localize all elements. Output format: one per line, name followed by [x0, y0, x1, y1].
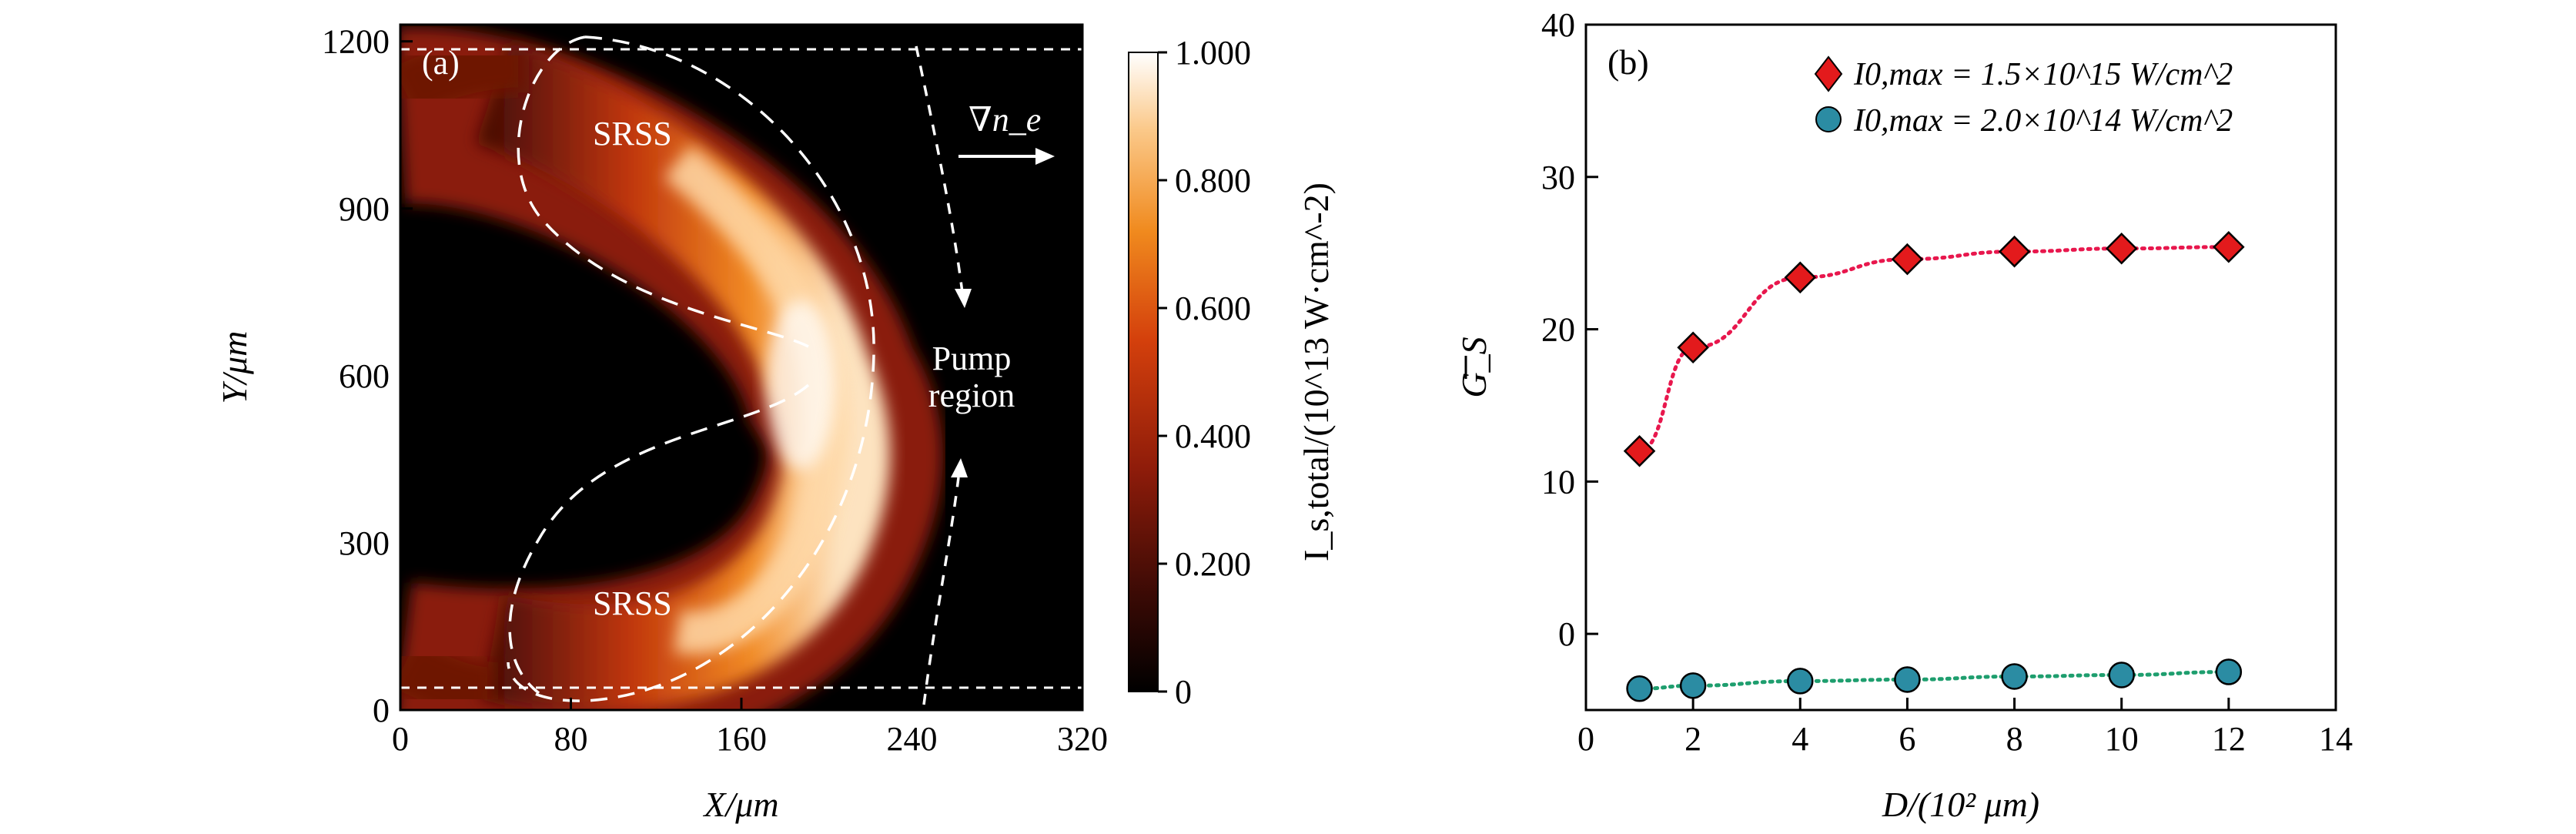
srss-upper-label: SRSS: [593, 115, 672, 152]
heatmap-x-tick-label: 160: [716, 720, 767, 758]
data-point-circle: [1787, 668, 1814, 695]
legend: I0,max = 1.5×10^15 W/cm^2 I0,max = 2.0×1…: [1814, 55, 2233, 139]
data-point-circle: [1679, 672, 1707, 699]
plot-b-y-axis-label-group: G_S: [1454, 337, 1494, 397]
plot-b-y-axis: 0 10 20 30 40: [1541, 6, 1598, 653]
data-point-circle: [1894, 666, 1921, 693]
panel-b: 0 2 4 6 8 10 12 14 0 10 20 30 40 (b) I0,max = 1.5×1…: [1454, 6, 2353, 824]
series-fit-line-1: [1638, 245, 2231, 454]
panel-a-label: (a): [422, 44, 460, 82]
srss-lower-label: SRSS: [593, 584, 672, 622]
heatmap-y-tick-label: 600: [339, 357, 390, 395]
data-point-circle: [2001, 663, 2028, 690]
heatmap-x-tick-label: 80: [554, 720, 588, 758]
plot-b-x-tick-label: 0: [1577, 720, 1594, 758]
srss-upper-tail: [400, 31, 524, 120]
heatmap-y-tick-label: 300: [339, 524, 390, 562]
legend-marker-diamond: [1814, 55, 1843, 92]
colorbar-tick-label: 0.200: [1175, 545, 1251, 583]
pump-region-label-line2: region: [928, 377, 1015, 414]
plot-b-x-tick-label: 14: [2319, 720, 2353, 758]
srss-lower-tail: [400, 635, 494, 710]
colorbar-tick-label: 0: [1175, 673, 1192, 711]
pump-arrow-upper-path: [915, 45, 964, 293]
heatmap-y-tick-label: 900: [339, 190, 390, 228]
plot-b-y-tick-label: 20: [1541, 311, 1575, 349]
outer-boundary-curve: [507, 35, 875, 702]
legend-marker-circle: [1815, 106, 1842, 132]
heatmap-x-tick-label: 0: [392, 720, 409, 758]
colorbar-tick-label: 0.800: [1175, 162, 1251, 199]
plot-b-y-tick-label: 10: [1541, 463, 1575, 501]
panel-a: (a) SRSS SRSS ∇n_e Pump region 0 80 160 240…: [215, 23, 1108, 824]
plot-b-series: [1623, 230, 2245, 702]
colorbar-tick-label: 0.400: [1175, 417, 1251, 455]
pump-arrowhead-up: [951, 458, 968, 477]
plot-b-y-tick-label: 30: [1541, 159, 1575, 196]
heatmap-y-axis: 0 300 600 900 1200: [322, 23, 413, 729]
plot-b-x-axis-label: D/(10² μm): [1882, 785, 2039, 824]
density-gradient-label: ∇n_e: [969, 101, 1041, 139]
lower-inner-boundary: [508, 384, 810, 695]
colorbar-tick-label: 1.000: [1175, 34, 1251, 72]
plot-b-x-tick-label: 12: [2212, 720, 2246, 758]
heatmap-x-axis: 0 80 160 240 320: [392, 698, 1108, 758]
legend-entry-1: I0,max = 1.5×10^15 W/cm^2: [1853, 57, 2233, 92]
plot-b-y-axis-label: G_S: [1454, 337, 1494, 397]
plot-b-x-tick-label: 4: [1791, 720, 1808, 758]
plot-b-x-tick-label: 8: [2006, 720, 2023, 758]
colorbar-label: I_s,total/(10^13 W·cm^-2): [1296, 183, 1336, 561]
pump-arrowhead-down: [955, 289, 972, 308]
plot-b-x-tick-label: 2: [1684, 720, 1701, 758]
data-point-circle: [2108, 662, 2135, 688]
srss-boundary-curves: [507, 35, 964, 705]
data-point-diamond: [1998, 235, 2031, 268]
data-point-diamond: [2213, 230, 2245, 263]
colorbar-gradient: [1128, 52, 1159, 692]
plot-b-y-tick-label: 0: [1558, 615, 1575, 653]
pump-arrow-lower-path: [922, 477, 960, 705]
colorbar: 0 0.200 0.400 0.600 0.800 1.000 I_s,total/(10…: [1128, 34, 1336, 711]
heatmap-y-tick-label: 0: [373, 692, 390, 729]
data-point-diamond: [2105, 232, 2138, 265]
upper-inner-boundary: [517, 35, 809, 348]
heatmap-x-axis-label: X/μm: [702, 785, 778, 824]
data-point-diamond: [1784, 261, 1817, 294]
plot-b-x-axis: 0 2 4 6 8 10 12 14: [1577, 698, 2353, 758]
plot-b-x-tick-label: 10: [2105, 720, 2139, 758]
plot-b-frame: [1584, 23, 2337, 712]
colorbar-tick-label: 0.600: [1175, 290, 1251, 327]
heatmap-y-axis-label: Y/μm: [215, 331, 254, 404]
heatmap-x-tick-label: 240: [887, 720, 938, 758]
data-point-diamond: [1677, 331, 1709, 364]
heatmap-y-tick-label: 1200: [322, 23, 390, 61]
srss-hotspot: [766, 300, 835, 470]
data-point-circle: [1626, 675, 1653, 702]
data-point-circle: [2215, 658, 2243, 685]
panel-b-label: (b): [1607, 42, 1649, 82]
legend-entry-2: I0,max = 2.0×10^14 W/cm^2: [1853, 103, 2233, 139]
data-point-diamond: [1891, 243, 1924, 276]
colorbar-ticks: 0 0.200 0.400 0.600 0.800 1.000: [1158, 34, 1251, 711]
heatmap-x-tick-label: 320: [1057, 720, 1108, 758]
series-fit-line-2: [1638, 670, 2231, 691]
pump-region-label-line1: Pump: [932, 340, 1012, 377]
plot-b-x-tick-label: 6: [1899, 720, 1915, 758]
data-point-diamond: [1623, 435, 1656, 467]
plot-b-y-tick-label: 40: [1541, 6, 1575, 44]
heatmap-field: [400, 26, 943, 710]
gradient-arrowhead: [1035, 148, 1055, 165]
